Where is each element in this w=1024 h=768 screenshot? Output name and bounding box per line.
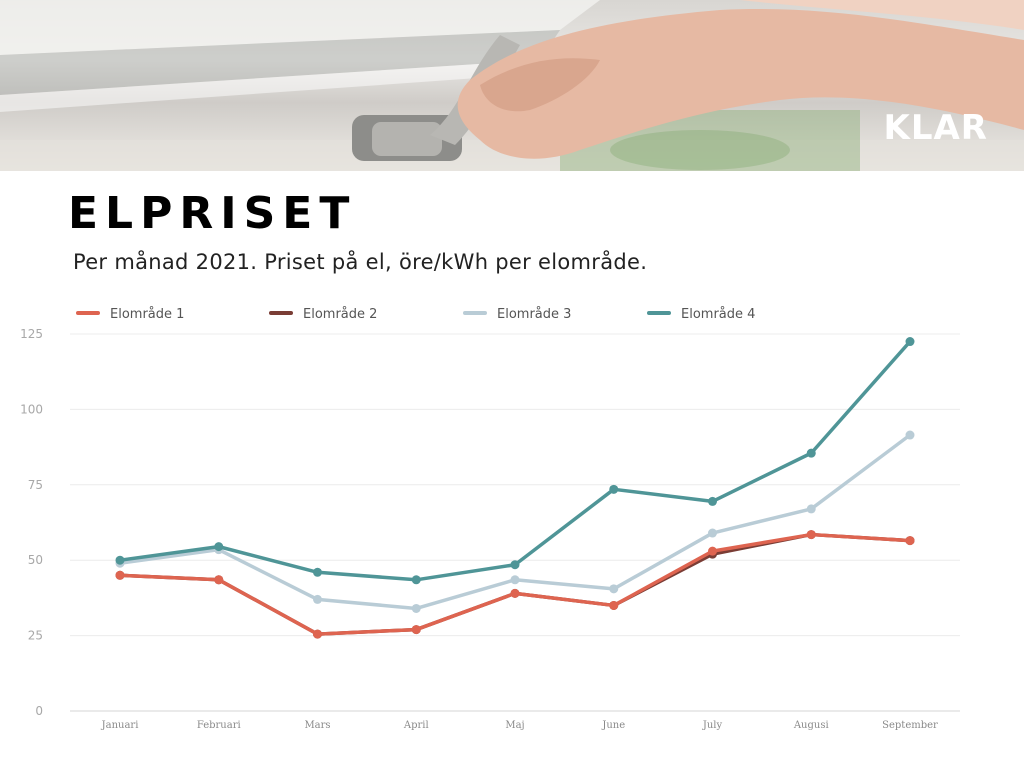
x-tick-label: September (882, 720, 938, 731)
data-point (806, 504, 816, 514)
data-point (609, 600, 619, 610)
data-point (609, 584, 619, 594)
data-point (115, 555, 125, 565)
data-point (806, 530, 816, 540)
y-tick-label: 25 (28, 629, 43, 643)
data-point (313, 594, 322, 604)
legend-label: Elområde 2 (303, 307, 377, 322)
x-tick-label: Januari (101, 720, 139, 731)
series-line (118, 532, 912, 636)
data-point (905, 536, 915, 546)
chart-legend: Elområde 1 Elområde 2 Elområde 3 Elområde 4 (76, 307, 755, 322)
data-point (510, 560, 520, 570)
legend-item: Elområde 1 (76, 307, 184, 322)
data-point (905, 337, 915, 347)
data-point (313, 629, 322, 639)
data-point (905, 430, 915, 440)
x-tick-label: Maj (505, 720, 524, 731)
y-axis: 0 25 50 75 100 125 (20, 327, 43, 718)
chart-grid (70, 333, 960, 712)
series-group (115, 530, 915, 639)
x-tick-label: Mars (304, 720, 330, 731)
legend-label: Elområde 1 (110, 307, 184, 322)
x-tick-label: April (403, 720, 429, 731)
y-tick-label: 100 (20, 402, 43, 416)
data-point (411, 603, 421, 613)
x-tick-label: Augusi (793, 720, 829, 731)
data-point (411, 625, 421, 635)
y-tick-label: 125 (20, 327, 43, 341)
legend-item: Elområde 2 (269, 307, 377, 322)
data-point (806, 448, 816, 458)
y-tick-label: 50 (28, 553, 43, 567)
page-title: ELPRISET (68, 188, 357, 239)
data-point (510, 588, 520, 598)
data-point (708, 546, 717, 556)
data-point (313, 567, 322, 577)
data-point (411, 575, 421, 585)
legend-label: Elområde 3 (497, 307, 571, 322)
header-photo: KLAR (0, 0, 1024, 171)
data-point (115, 570, 125, 580)
data-point (609, 484, 619, 494)
data-point (708, 496, 717, 506)
brand-logo: KLAR (883, 108, 988, 148)
x-tick-label: June (601, 720, 625, 731)
y-tick-label: 75 (28, 478, 43, 492)
x-tick-label: July (702, 720, 723, 731)
window-handle-photo (0, 0, 1024, 171)
legend-item: Elområde 3 (463, 307, 571, 322)
y-tick-label: 0 (35, 704, 43, 718)
data-point (214, 542, 224, 552)
legend-label: Elområde 4 (681, 307, 755, 322)
series-group (115, 430, 915, 613)
series-line (118, 532, 912, 636)
series-group (115, 337, 915, 585)
x-axis: Januari Februari Mars April Maj June July Augus… (101, 720, 938, 731)
legend-item: Elområde 4 (647, 307, 755, 322)
chart-subtitle: Per månad 2021. Priset på el, öre/kWh pe… (73, 250, 648, 274)
series-group (115, 530, 915, 639)
line-chart: Elområde 1 Elområde 2 Elområde 3 Elområde 4… (20, 307, 960, 731)
data-point (708, 528, 717, 538)
series-line (118, 339, 912, 582)
data-point (510, 575, 520, 585)
chart-series (115, 337, 915, 639)
data-point (214, 575, 224, 585)
x-tick-label: Februari (197, 720, 241, 731)
